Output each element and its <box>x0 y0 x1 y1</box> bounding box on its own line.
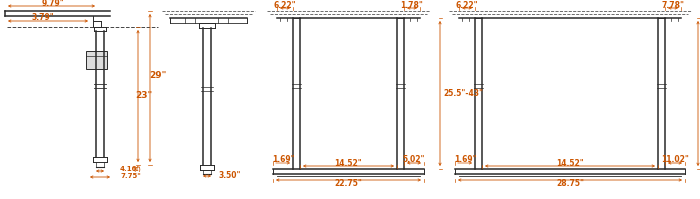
Text: 7.75": 7.75" <box>120 173 141 179</box>
Text: 5.02": 5.02" <box>402 155 426 165</box>
Text: 3.50": 3.50" <box>219 172 241 180</box>
Text: 6.22": 6.22" <box>456 1 478 10</box>
Text: 7.78": 7.78" <box>662 1 685 10</box>
Text: 29": 29" <box>149 71 167 81</box>
Text: 11.02": 11.02" <box>661 155 689 165</box>
Text: 14.52": 14.52" <box>556 158 584 168</box>
Text: 14.52": 14.52" <box>335 158 363 168</box>
Text: 6.22": 6.22" <box>274 1 296 10</box>
Text: 9.79": 9.79" <box>42 0 65 8</box>
Text: 1.78": 1.78" <box>400 1 424 10</box>
Text: 4.16": 4.16" <box>120 166 141 172</box>
Text: 3.79": 3.79" <box>32 14 55 22</box>
Text: 23": 23" <box>135 92 153 100</box>
Text: 1.69": 1.69" <box>454 155 477 165</box>
Text: 28.75": 28.75" <box>556 179 584 187</box>
Text: 22.75": 22.75" <box>335 179 363 187</box>
Text: 25.5"-43": 25.5"-43" <box>443 89 483 98</box>
Text: 1.69": 1.69" <box>272 155 295 165</box>
Bar <box>86 51 107 69</box>
Text: (1): (1) <box>134 167 141 172</box>
